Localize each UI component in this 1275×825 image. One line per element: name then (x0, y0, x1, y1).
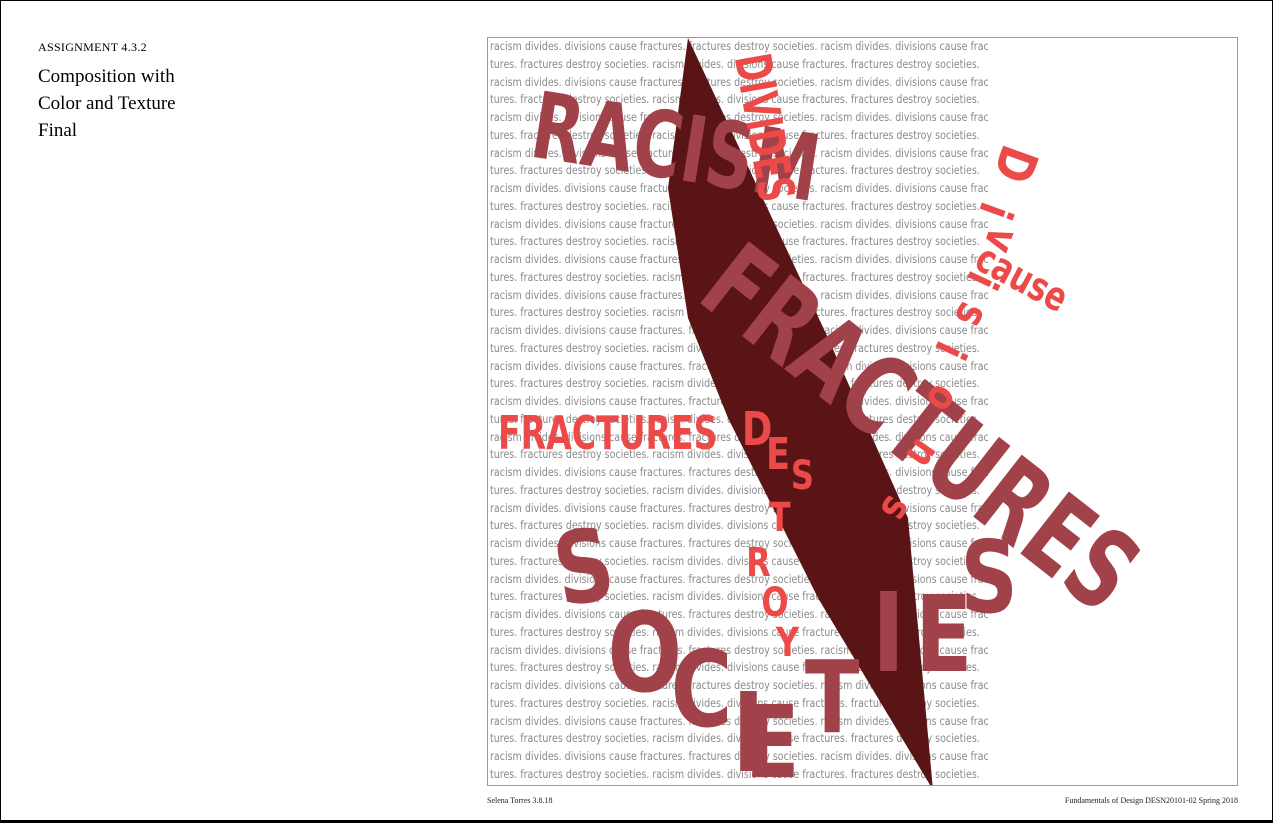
title-line-1: Composition with (38, 66, 175, 87)
footer-course: Fundamentals of Design DESN20101-02 Spri… (1064, 796, 1238, 805)
destroy-letter: O (761, 580, 789, 626)
societies-letter: C (670, 629, 733, 751)
texture-line: tures. fractures destroy societies. raci… (490, 92, 980, 107)
texture-line: tures. fractures destroy societies. raci… (490, 127, 980, 142)
societies-letter: E (915, 574, 973, 696)
texture-line: racism divides. divisions cause fracture… (490, 784, 1113, 786)
texture-line: tures. fractures destroy societies. raci… (490, 660, 980, 675)
footer-author: Selena Torres 3.8.18 (487, 796, 553, 805)
destroy-letter: E (766, 429, 791, 480)
societies-letter: I (872, 569, 905, 697)
assignment-number: ASSIGNMENT 4.3.2 (38, 40, 147, 54)
dark-shard-shape (668, 38, 933, 785)
shard-polygon (668, 38, 933, 785)
assignment-label: ASSIGNMENT 4.3.2 Composition with Color … (38, 40, 176, 144)
texture-line: racism divides. divisions cause fracture… (490, 74, 989, 89)
societies-letter: T (804, 639, 860, 756)
texture-line: racism divides. divisions cause fracture… (490, 678, 989, 692)
poster-artwork: racism divides. divisions cause fracture… (487, 37, 1238, 786)
societies-letter: S (960, 519, 1018, 636)
destroy-letter: R (746, 540, 771, 586)
texture-line: racism divides. divisions cause fracture… (490, 110, 989, 124)
destroy-letter: T (768, 495, 791, 541)
word-fractures-small: FRACTURES (498, 406, 718, 460)
societies-letter: I (732, 669, 765, 786)
destroy-letter: S (790, 453, 814, 499)
societies-letter: O (607, 589, 683, 717)
texture-line: racism divides. divisions cause fracture… (490, 39, 989, 53)
destroy-letter: Y (775, 620, 800, 666)
title-line-3: Final (38, 120, 78, 141)
destroy-letter: D (741, 402, 773, 456)
texture-line: racism divides. divisions cause fracture… (490, 749, 989, 763)
texture-line: tures. fractures destroy societies. raci… (490, 56, 980, 71)
texture-line: tures. fractures destroy societies. raci… (490, 695, 980, 710)
title-line-2: Color and Texture (38, 93, 176, 114)
texture-line: tures. fractures destroy societies. raci… (490, 766, 980, 781)
texture-line: racism divides. divisions cause fracture… (490, 713, 989, 728)
societies-letter: E (744, 684, 800, 786)
texture-line: tures. fractures destroy societies. raci… (490, 731, 980, 746)
